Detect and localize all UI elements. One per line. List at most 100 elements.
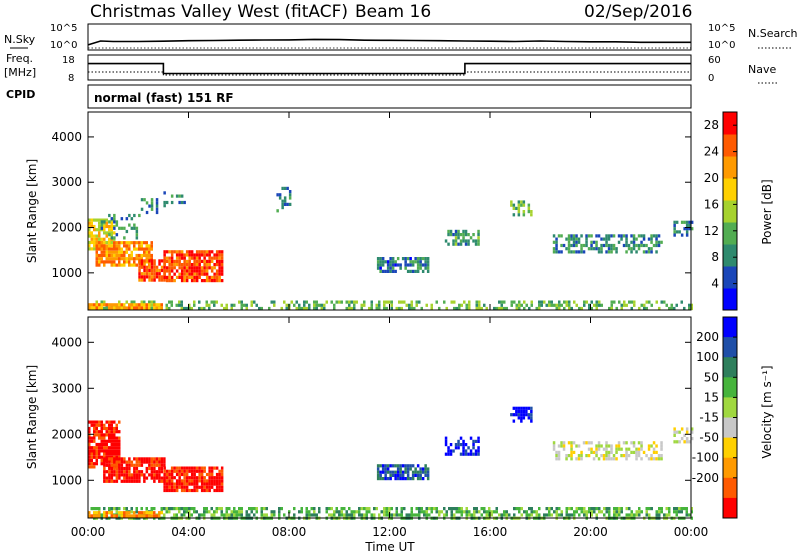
scatter-cell: [517, 213, 521, 217]
scatter-cell: [120, 253, 123, 258]
scatter-cell: [528, 507, 531, 511]
scatter-cell: [305, 300, 308, 304]
scatter-cell: [555, 454, 558, 458]
scatter-cell: [443, 513, 446, 517]
scatter-cell: [575, 237, 578, 241]
scatter-cell: [128, 511, 131, 515]
scatter-cell: [148, 272, 151, 276]
scatter-cell: [175, 256, 179, 260]
scatter-cell: [133, 514, 136, 518]
scatter-cell: [118, 442, 121, 447]
scatter-cell: [90, 446, 93, 450]
scatter-cell: [472, 233, 475, 237]
scatter-cell: [185, 253, 189, 257]
scatter-cell: [168, 269, 171, 273]
scatter-cell: [200, 272, 204, 276]
scatter-cell: [450, 513, 453, 517]
scatter-cell: [155, 275, 159, 279]
scatter-cell: [675, 303, 678, 307]
scatter-cell: [553, 303, 556, 307]
scatter-cell: [158, 262, 161, 266]
scatter-cell: [118, 446, 121, 450]
scatter-cell: [193, 269, 196, 273]
scatter-cell: [108, 423, 111, 427]
scatter-cell: [155, 207, 159, 211]
scatter-cell: [88, 514, 91, 518]
scatter-cell: [383, 303, 386, 307]
scatter-cell: [160, 476, 164, 480]
scatter-cell: [100, 446, 103, 450]
scatter-cell: [130, 217, 134, 221]
scatter-cell: [108, 507, 111, 511]
scatter-cell: [585, 300, 588, 304]
scatter-cell: [208, 256, 211, 260]
scatter-cell: [130, 460, 134, 464]
scatter-cell: [165, 256, 169, 260]
scatter-cell: [215, 300, 218, 304]
scatter-cell: [270, 513, 273, 517]
scatter-cell: [183, 472, 186, 477]
scatter-cell: [472, 239, 475, 243]
scatter-cell: [98, 257, 101, 261]
scatter-cell: [150, 473, 154, 477]
scatter-cell: [523, 510, 526, 514]
scatter-cell: [379, 473, 382, 477]
scatter-cell: [100, 257, 103, 261]
scatter-cell: [567, 454, 571, 458]
scatter-cell: [100, 250, 103, 254]
scatter-cell: [527, 413, 531, 417]
scatter-cell: [195, 266, 199, 270]
scatter-cell: [632, 234, 636, 238]
scatter-cell: [510, 303, 513, 307]
scatter-cell: [170, 194, 174, 198]
scatter-cell: [353, 510, 356, 514]
scatter-cell: [600, 510, 603, 514]
scatter-cell: [158, 457, 161, 461]
scatter-cell: [409, 477, 412, 481]
scatter-cell: [462, 449, 465, 453]
scatter-cell: [570, 454, 573, 458]
scatter-cell: [469, 449, 473, 453]
scatter-cell: [145, 466, 149, 471]
scatter-cell: [113, 446, 116, 450]
scatter-cell: [148, 265, 151, 269]
scatter-cell: [208, 472, 211, 477]
scatter-cell: [163, 204, 166, 208]
scatter-cell: [165, 306, 168, 311]
scatter-cell: [250, 303, 253, 307]
scatter-cell: [150, 259, 154, 263]
scatter-cell: [379, 260, 382, 264]
scatter-cell: [385, 507, 388, 511]
scatter-cell: [170, 485, 174, 489]
scatter-cell: [123, 473, 126, 477]
scatter-cell: [260, 510, 263, 514]
scatter-cell: [315, 306, 318, 311]
scatter-cell: [557, 454, 561, 458]
scatter-cell: [110, 463, 114, 467]
scatter-cell: [215, 476, 219, 480]
scatter-cell: [409, 467, 412, 471]
scatter-cell: [580, 306, 583, 311]
scatter-cell: [215, 256, 219, 260]
scatter-cell: [95, 263, 98, 267]
scatter-cell: [472, 446, 475, 450]
scatter-cell: [95, 452, 98, 456]
scatter-cell: [180, 485, 184, 489]
scatter-cell: [113, 436, 116, 440]
scatter-cell: [153, 463, 156, 467]
scatter-cell: [353, 513, 356, 517]
scatter-cell: [110, 420, 113, 424]
scatter-cell: [389, 266, 392, 270]
scatter-cell: [185, 269, 189, 273]
scatter-cell: [160, 303, 163, 307]
scatter-cell: [155, 210, 159, 215]
scatter-cell: [185, 272, 189, 276]
scatter-cell: [155, 473, 159, 477]
scatter-cell: [355, 300, 358, 304]
scatter-cell: [108, 460, 111, 464]
scatter-cell: [463, 510, 466, 514]
scatter-cell: [587, 447, 591, 451]
scatter-cell: [98, 241, 101, 245]
scatter-cell: [175, 472, 179, 477]
